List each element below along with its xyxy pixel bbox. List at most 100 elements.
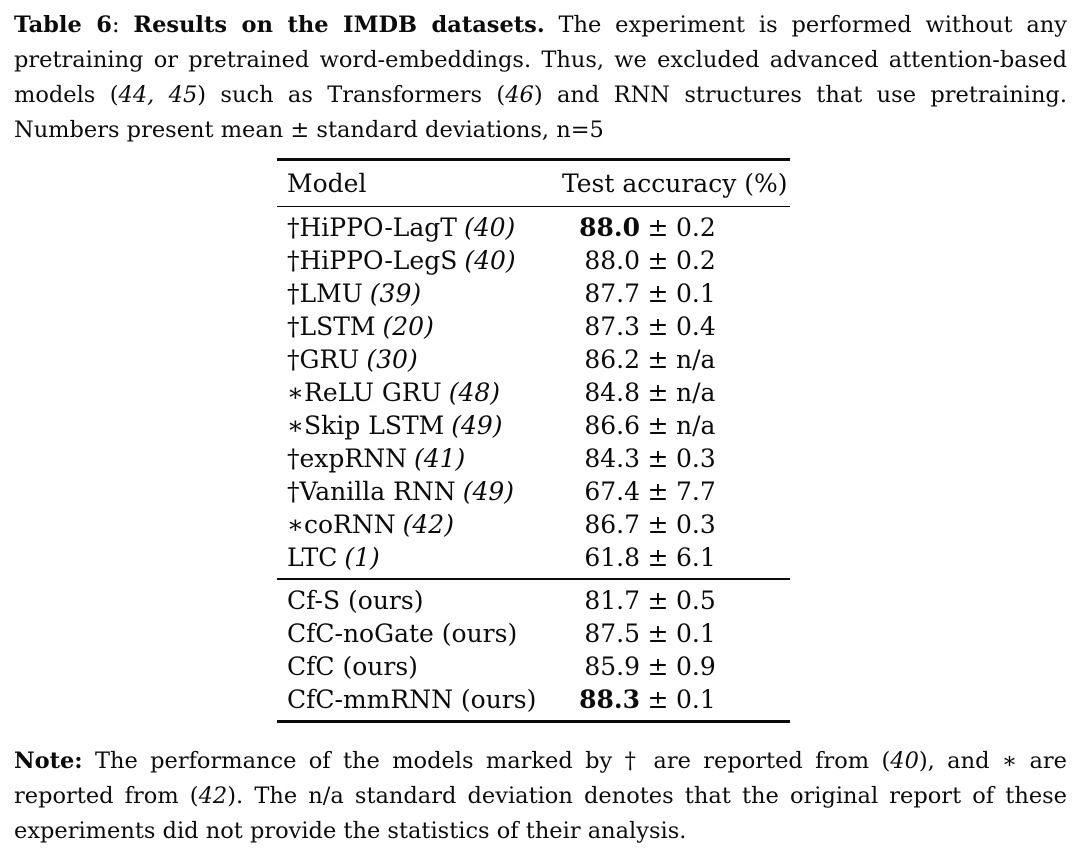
model-cell: †Vanilla RNN (49)	[277, 477, 562, 506]
accuracy-mean: 81.7	[584, 586, 640, 616]
table-row: †expRNN (41) 84.3 ± 0.3	[277, 442, 790, 475]
accuracy-std: 0.1	[676, 619, 716, 649]
accuracy-mean: 61.8	[584, 543, 640, 573]
accuracy-cell: 88.3 ± 0.1	[562, 685, 716, 714]
model-ref: (42)	[402, 510, 454, 540]
table-header-rule	[277, 205, 790, 208]
accuracy-mean: 86.7	[584, 510, 640, 540]
accuracy-std: 7.7	[676, 477, 716, 507]
text-segment: The performance of the models marked by …	[82, 748, 891, 774]
accuracy-std: 0.1	[676, 279, 716, 309]
accuracy-cell: 86.7 ± 0.3	[562, 510, 716, 540]
accuracy-mean: 84.8	[584, 378, 640, 408]
accuracy-std: 0.3	[676, 444, 716, 474]
model-cell: LTC (1)	[277, 543, 562, 572]
text-segment: :	[111, 12, 134, 38]
accuracy-mean: 85.9	[584, 652, 640, 682]
text-segment: 46	[505, 82, 534, 108]
accuracy-mean: 87.3	[584, 312, 640, 342]
table-row: ∗Skip LSTM (49) 86.6 ± n/a	[277, 409, 790, 442]
model-cell: CfC-noGate (ours)	[277, 619, 562, 648]
results-table: Model Test accuracy (%) †HiPPO-LagT (40) …	[277, 158, 790, 723]
model-marker: †	[287, 477, 300, 507]
text-segment: 42	[198, 783, 228, 809]
model-name: LTC	[287, 543, 338, 573]
model-cell: Cf-S (ours)	[277, 586, 562, 615]
model-cell: †HiPPO-LagT (40)	[277, 213, 562, 242]
model-cell: †HiPPO-LegS (40)	[277, 246, 562, 275]
accuracy-cell: 81.7 ± 0.5	[562, 586, 715, 616]
accuracy-cell: 87.3 ± 0.4	[562, 312, 715, 342]
accuracy-cell: 87.7 ± 0.1	[562, 279, 716, 309]
column-header-accuracy: Test accuracy (%)	[562, 168, 788, 198]
accuracy-std: 0.1	[676, 685, 716, 715]
plus-minus-sign: ±	[647, 312, 669, 342]
accuracy-std: 0.9	[676, 652, 716, 682]
model-marker: †	[287, 444, 300, 474]
table-row: †GRU (30) 86.2 ± n/a	[277, 343, 790, 376]
accuracy-cell: 85.9 ± 0.9	[562, 652, 716, 682]
plus-minus-sign: ±	[647, 411, 669, 441]
table-row: †LMU (39) 87.7 ± 0.1	[277, 277, 790, 310]
plus-minus-sign: ±	[647, 444, 669, 474]
table-header-row: Model Test accuracy (%)	[277, 161, 790, 206]
accuracy-mean: 86.6	[584, 411, 640, 441]
model-marker: ∗	[287, 411, 304, 441]
accuracy-mean: 87.7	[584, 279, 640, 309]
model-ref: (39)	[369, 279, 422, 309]
text-segment: ) such as Transformers (	[197, 82, 506, 108]
plus-minus-sign: ±	[647, 378, 669, 408]
table-row: †Vanilla RNN (49) 67.4 ± 7.7	[277, 475, 790, 508]
table-caption: Table 6: Results on the IMDB datasets. T…	[14, 8, 1067, 148]
accuracy-mean: 88.0	[579, 213, 640, 243]
model-cell: †GRU (30)	[277, 345, 562, 374]
model-marker: ∗	[287, 378, 304, 408]
model-cell: †LSTM (20)	[277, 312, 562, 341]
plus-minus-sign: ±	[647, 213, 669, 243]
model-ref: (40)	[463, 213, 516, 243]
model-cell: ∗Skip LSTM (49)	[277, 411, 562, 440]
plus-minus-sign: ±	[647, 619, 669, 649]
accuracy-std: 0.3	[676, 510, 716, 540]
column-header-model: Model	[287, 168, 367, 198]
accuracy-cell: 88.0 ± 0.2	[562, 213, 716, 242]
model-ref: (48)	[448, 378, 501, 408]
text-segment: The experiment is performed without any …	[14, 12, 1067, 108]
table-row: †HiPPO-LegS (40) 88.0 ± 0.2	[277, 244, 790, 277]
plus-minus-sign: ±	[647, 345, 669, 375]
model-name: CfC (ours)	[287, 652, 418, 682]
model-marker: †	[287, 312, 300, 342]
accuracy-std: n/a	[676, 378, 716, 408]
accuracy-cell: 61.8 ± 6.1	[562, 543, 715, 573]
plus-minus-sign: ±	[647, 652, 669, 682]
model-ref: (30)	[366, 345, 418, 375]
plus-minus-sign: ±	[647, 543, 669, 573]
model-name: HiPPO-LegS	[299, 246, 458, 276]
accuracy-cell: 88.0 ± 0.2	[562, 246, 716, 276]
accuracy-std: n/a	[676, 345, 716, 375]
model-name: HiPPO-LagT	[299, 213, 457, 243]
model-ref: (1)	[344, 543, 380, 573]
model-name: Vanilla RNN	[299, 477, 456, 507]
accuracy-mean: 86.2	[584, 345, 640, 375]
accuracy-cell: 84.3 ± 0.3	[562, 444, 716, 474]
model-ref: (41)	[413, 444, 466, 474]
model-marker: †	[287, 213, 300, 243]
accuracy-std: 0.2	[676, 246, 716, 276]
model-cell: ∗ReLU GRU (48)	[277, 378, 562, 407]
accuracy-mean: 84.3	[584, 444, 640, 474]
accuracy-std: 0.2	[676, 213, 716, 243]
plus-minus-sign: ±	[647, 279, 669, 309]
accuracy-cell: 67.4 ± 7.7	[562, 477, 716, 507]
model-marker: †	[287, 246, 300, 276]
accuracy-cell: 86.2 ± n/a	[562, 345, 715, 374]
model-name: LSTM	[299, 312, 376, 342]
model-name: LMU	[299, 279, 363, 309]
plus-minus-sign: ±	[647, 510, 669, 540]
table-group-2: Cf-S (ours) 81.7 ± 0.5 CfC-noGate (ours)…	[277, 580, 790, 720]
text-segment: ). The n/a standard deviation denotes th…	[14, 783, 1067, 844]
text-segment: ) and RNN structures that use pretrainin…	[14, 82, 1067, 143]
table-top-rule	[277, 158, 790, 161]
text-segment: ), and ∗ are reported from (	[14, 748, 1067, 809]
table-row: LTC (1) 61.8 ± 6.1	[277, 541, 790, 574]
